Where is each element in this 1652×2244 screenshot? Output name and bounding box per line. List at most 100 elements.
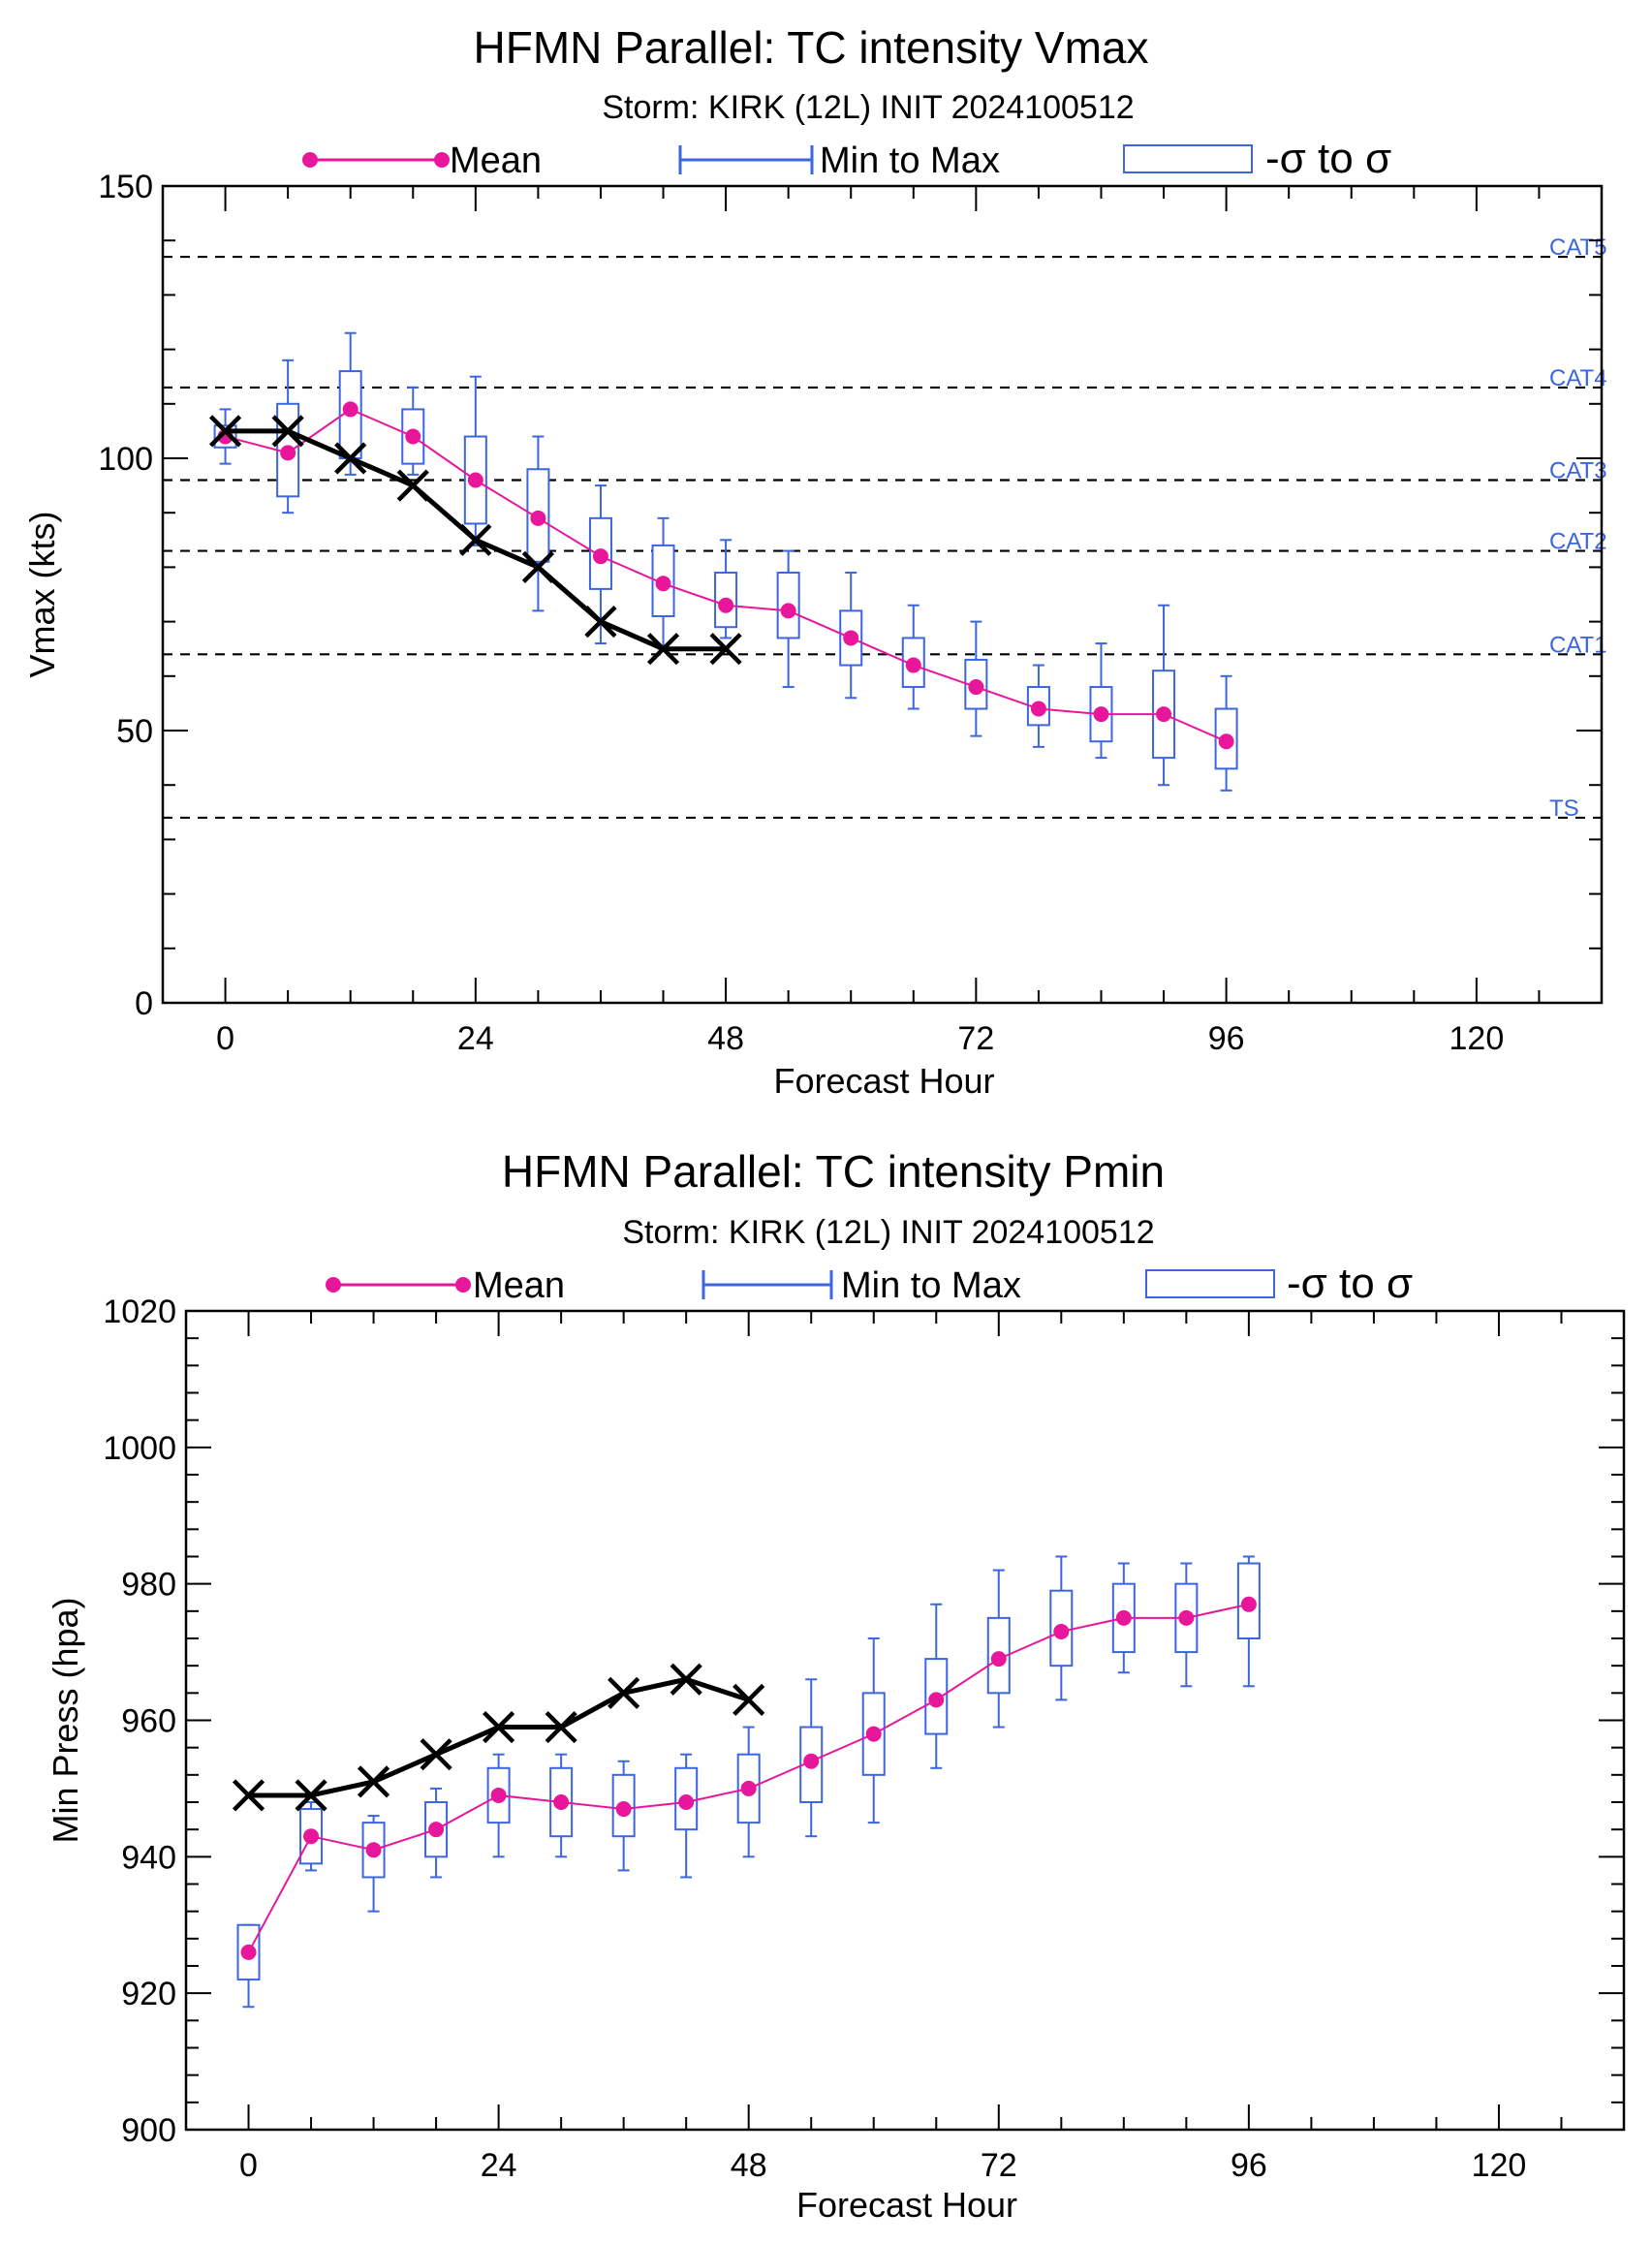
reference-label: CAT4 <box>1549 365 1607 391</box>
mean-point <box>365 1842 382 1858</box>
best-track-marker <box>545 1710 577 1744</box>
y-tick-label: 980 <box>121 1567 176 1604</box>
x-tick-label: 48 <box>707 1020 744 1057</box>
best-track-marker <box>709 633 742 666</box>
chart-vmax: HFMN Parallel: TC intensity Vmax Storm: … <box>22 22 1607 1101</box>
chart-title: HFMN Parallel: TC intensity Vmax <box>474 22 1149 73</box>
legend-sigma-label: -σ to σ <box>1265 135 1391 182</box>
legend-sigma-marker <box>1123 144 1253 173</box>
mean-point <box>1053 1623 1070 1639</box>
best-track-marker <box>608 1676 640 1709</box>
reference-label: CAT3 <box>1549 457 1607 483</box>
x-tick-label: 72 <box>957 1020 994 1057</box>
y-tick-label: 50 <box>116 713 153 750</box>
x-tick-label: 48 <box>731 2147 767 2184</box>
chart-pmin: HFMN Parallel: TC intensity Pmin Storm: … <box>46 1146 1626 2225</box>
marker-stroke <box>295 1779 327 1812</box>
legend-mean-marker <box>302 152 450 168</box>
marker-stroke <box>646 633 680 666</box>
plot-frame <box>184 1309 1626 2132</box>
legend: Mean Min to Max -σ to σ <box>302 135 1391 182</box>
x-axis-label: Forecast Hour <box>796 2185 1017 2225</box>
best-track-marker <box>732 1683 765 1716</box>
marker-stroke <box>670 1663 702 1696</box>
y-tick-label: 940 <box>121 1839 176 1876</box>
marker-stroke <box>271 415 304 448</box>
plot-area: 900 920 940 960 980 1000 1020 0 24 48 72 96 120 Forec… <box>46 1293 1626 2225</box>
x-tick-label: 120 <box>1472 2147 1527 2184</box>
marker-stroke <box>483 1710 515 1744</box>
x-tick-label: 96 <box>1208 1020 1245 1057</box>
marker-stroke <box>420 1738 452 1771</box>
y-tick-label: 0 <box>135 985 153 1022</box>
best-track-marker <box>670 1663 702 1696</box>
legend: Mean Min to Max -σ to σ <box>326 1260 1413 1307</box>
mean-point <box>865 1726 882 1742</box>
legend-minmax-label: Min to Max <box>820 140 1000 181</box>
plot-area: CAT5 CAT4 CAT3 CAT2 CAT1 TS 0 50 100 150 0 24 48 72 96… <box>22 169 1607 1101</box>
best-track-marker <box>521 550 554 583</box>
y-tick-label: 900 <box>121 2112 176 2149</box>
chart-subtitle: Storm: KIRK (12L) INIT 2024100512 <box>602 89 1134 126</box>
mean-point <box>740 1780 757 1796</box>
y-tick-label: 1020 <box>103 1293 176 1330</box>
best-track-marker <box>357 1765 390 1798</box>
mean-point <box>280 445 296 461</box>
best-track-marker <box>208 415 242 448</box>
x-tick-label: 24 <box>457 1020 494 1057</box>
x-tick-label: 120 <box>1449 1020 1505 1057</box>
legend-sigma-label: -σ to σ <box>1287 1260 1413 1307</box>
legend-minmax-marker <box>701 1270 833 1299</box>
marker-stroke <box>396 469 429 502</box>
mean-point <box>905 657 921 673</box>
best-track-marker <box>646 633 680 666</box>
reference-label: TS <box>1549 795 1579 822</box>
mean-point <box>553 1794 570 1810</box>
mean-point <box>240 1944 257 1960</box>
mean-point <box>405 428 421 445</box>
mean-point <box>1115 1609 1132 1626</box>
legend-mean-marker <box>326 1277 471 1293</box>
mean-point <box>928 1692 945 1708</box>
marker-stroke <box>732 1683 765 1716</box>
y-axis-label: Min Press (hpa) <box>46 1597 85 1843</box>
mean-point <box>678 1794 695 1810</box>
mean-point <box>592 548 608 565</box>
marker-stroke <box>584 606 617 639</box>
mean-point <box>655 576 671 592</box>
best-track-marker <box>334 442 367 475</box>
mean-point <box>968 679 984 696</box>
best-track-marker <box>271 415 304 448</box>
marker-stroke <box>232 1779 265 1812</box>
best-track-marker <box>459 523 492 556</box>
mean-point <box>843 630 859 646</box>
mean-point <box>1240 1596 1257 1612</box>
legend-mean-label: Mean <box>450 140 542 181</box>
legend-minmax-label: Min to Max <box>841 1265 1021 1306</box>
chart-subtitle: Storm: KIRK (12L) INIT 2024100512 <box>622 1214 1154 1251</box>
marker-stroke <box>357 1765 390 1798</box>
marker-stroke <box>608 1676 640 1709</box>
legend-minmax-marker <box>678 145 814 174</box>
mean-point <box>428 1822 445 1838</box>
x-tick-label: 96 <box>1231 2147 1267 2184</box>
chart-title: HFMN Parallel: TC intensity Pmin <box>502 1146 1165 1197</box>
mean-point <box>490 1787 507 1803</box>
mean-point <box>990 1651 1007 1667</box>
best-track-marker <box>232 1779 265 1812</box>
mean-point <box>303 1828 320 1845</box>
marker-stroke <box>545 1710 577 1744</box>
y-tick-label: 150 <box>98 169 153 205</box>
legend-sigma-marker <box>1145 1269 1275 1298</box>
y-tick-label: 100 <box>98 441 153 478</box>
mean-point <box>1156 706 1172 723</box>
mean-point <box>615 1801 632 1818</box>
x-axis-label: Forecast Hour <box>773 1061 994 1101</box>
y-tick-label: 1000 <box>103 1430 176 1467</box>
x-tick-label: 0 <box>216 1020 234 1057</box>
mean-point <box>342 401 358 418</box>
y-axis-label: Vmax (kts) <box>22 511 62 677</box>
mean-point <box>803 1753 820 1769</box>
reference-label: CAT2 <box>1549 529 1607 555</box>
